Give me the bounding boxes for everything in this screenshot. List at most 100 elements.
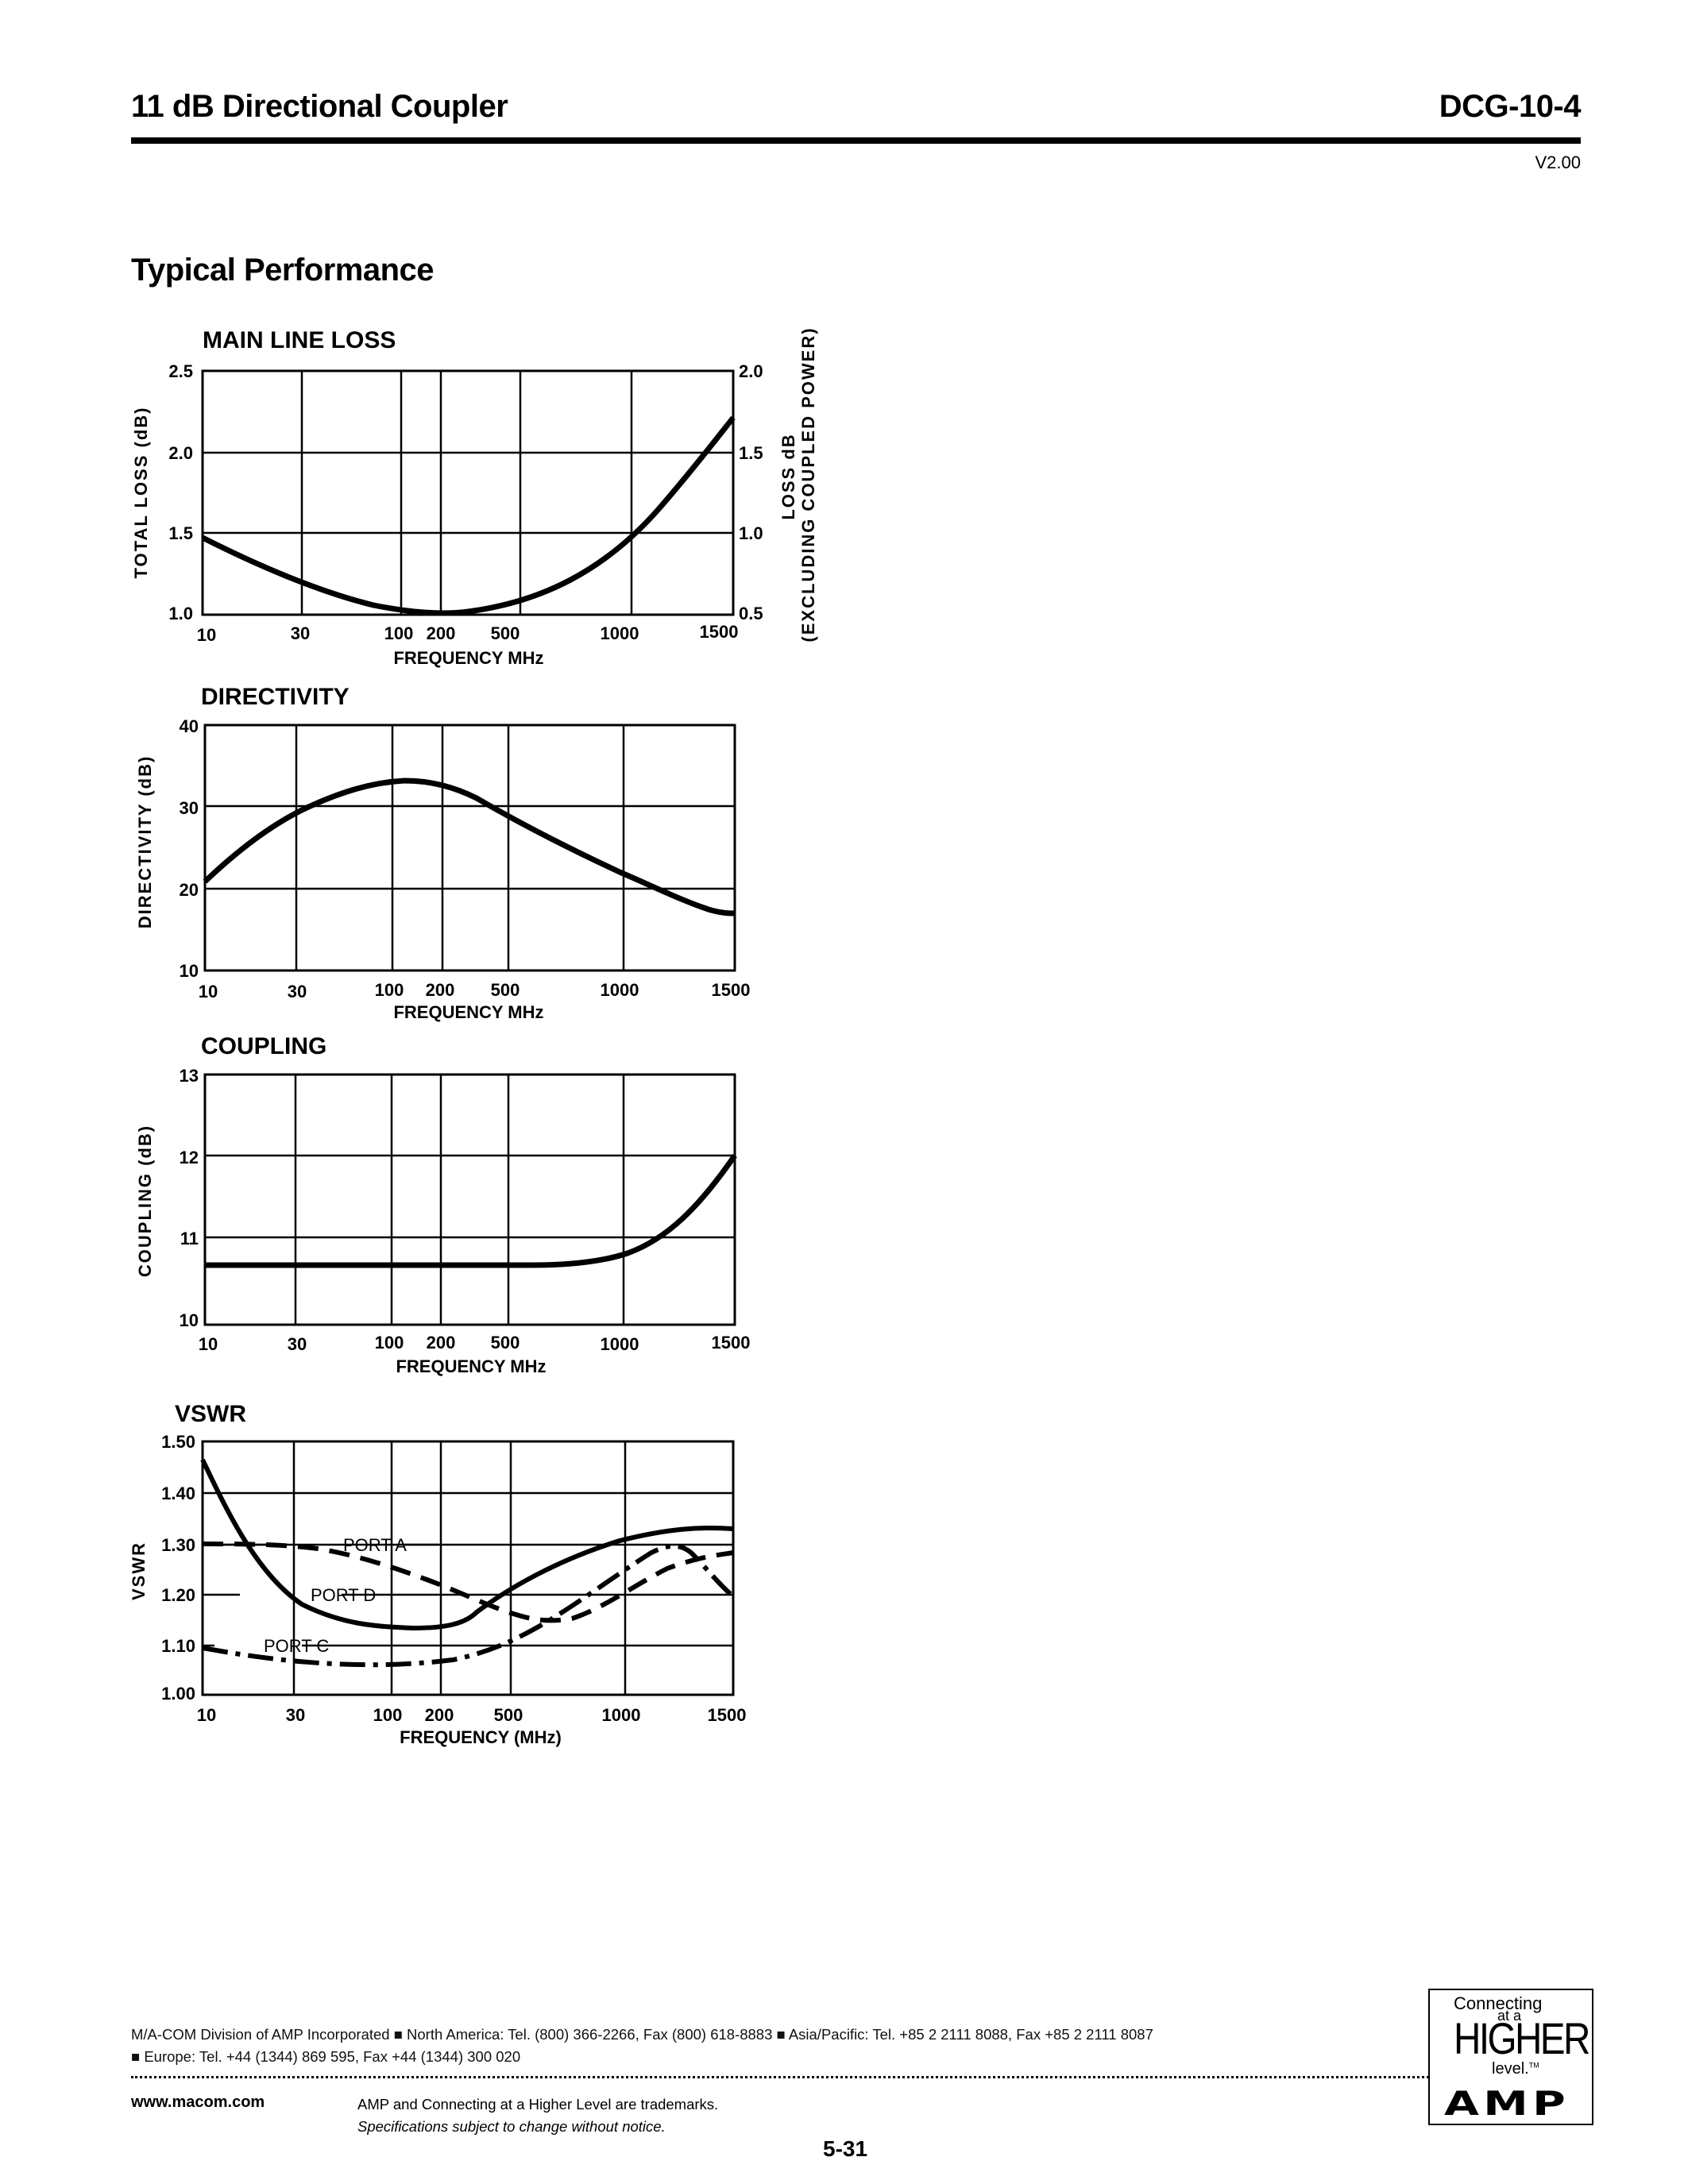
logo-higher: HIGHER [1454, 2013, 1590, 2063]
page-number: 5-31 [823, 2136, 868, 2161]
svg-text:100: 100 [375, 1333, 404, 1352]
footer-legal: AMP and Connecting at a Higher Level are… [357, 2093, 718, 2138]
total-loss-curve [201, 415, 736, 616]
svg-text:100: 100 [375, 980, 404, 1000]
x-ticks: 10 30 100 200 500 1000 1500 [197, 1705, 747, 1725]
svg-text:1500: 1500 [712, 980, 751, 1000]
plot-frame [203, 1073, 736, 1326]
svg-text:200: 200 [426, 980, 455, 1000]
svg-text:12: 12 [180, 1148, 199, 1167]
svg-text:1.0: 1.0 [168, 604, 193, 623]
directivity-chart: DIRECTIVITY 40 30 20 10 10 30 100 200 50… [135, 684, 751, 1022]
svg-text:2.0: 2.0 [739, 361, 763, 381]
svg-text:0.5: 0.5 [739, 604, 763, 623]
port-c-label: PORT C [264, 1636, 329, 1656]
svg-text:10: 10 [197, 625, 216, 645]
grid [205, 725, 735, 970]
version-label: V2.00 [1535, 152, 1582, 172]
svg-text:30: 30 [180, 798, 199, 818]
grid [205, 1075, 735, 1325]
contact-line-1: M/A-COM Division of AMP Incorporated ■ N… [131, 2026, 1153, 2043]
svg-text:1.30: 1.30 [161, 1535, 195, 1555]
y-ticks-left: 2.5 2.0 1.5 1.0 [168, 361, 193, 623]
svg-text:1.50: 1.50 [161, 1432, 195, 1452]
part-number: DCG-10-4 [1439, 89, 1582, 124]
contact-line-2: ■ Europe: Tel. +44 (1344) 869 595, Fax +… [131, 2048, 521, 2065]
chart-title: MAIN LINE LOSS [203, 327, 396, 353]
svg-text:10: 10 [199, 1334, 218, 1354]
trademark-notice: AMP and Connecting at a Higher Level are… [357, 2096, 719, 2113]
svg-text:10: 10 [180, 961, 199, 981]
y-ticks: 13 12 11 10 [180, 1066, 199, 1330]
svg-text:500: 500 [491, 623, 520, 643]
svg-text:1000: 1000 [601, 1334, 639, 1354]
logo-at-a: at a [1497, 2008, 1522, 2024]
svg-text:1500: 1500 [708, 1705, 747, 1725]
svg-text:1500: 1500 [700, 622, 739, 642]
coupling-curve [205, 1154, 737, 1268]
x-ticks: 10 30 100 200 500 1000 1500 [199, 1333, 751, 1354]
port-d-label: PORT D [311, 1585, 376, 1605]
document-title: 11 dB Directional Coupler [131, 89, 508, 124]
x-axis-label: FREQUENCY (MHz) [400, 1727, 562, 1747]
grid [203, 371, 733, 615]
svg-text:20: 20 [180, 880, 199, 900]
svg-text:1.10: 1.10 [161, 1636, 195, 1656]
svg-text:1.00: 1.00 [161, 1684, 195, 1704]
port-a-label: PORT A [343, 1535, 407, 1555]
header-rule [131, 137, 1581, 144]
svg-text:2.0: 2.0 [168, 443, 193, 463]
svg-text:13: 13 [180, 1066, 199, 1086]
svg-text:2.5: 2.5 [168, 361, 193, 381]
main-line-loss-chart: MAIN LINE LOSS 2.5 2.0 1.5 1.0 2.0 1.5 1… [131, 326, 818, 668]
svg-text:200: 200 [427, 1333, 456, 1352]
svg-text:30: 30 [291, 623, 310, 643]
svg-text:200: 200 [427, 623, 456, 643]
svg-text:30: 30 [286, 1705, 305, 1725]
vswr-chart: VSWR PORT A PORT D PORT C 1.50 1.40 1.30… [129, 1401, 747, 1747]
y-ticks-right: 2.0 1.5 1.0 0.5 [739, 361, 763, 623]
chart-title: VSWR [175, 1401, 246, 1427]
x-ticks: 10 30 100 200 500 1000 1500 [197, 622, 739, 645]
chart-title: DIRECTIVITY [201, 684, 350, 710]
directivity-curve [203, 778, 736, 916]
logo-amp: AMP [1444, 2084, 1570, 2123]
port-labels: PORT A PORT D PORT C [264, 1535, 407, 1656]
svg-text:1.5: 1.5 [168, 523, 193, 543]
svg-text:1.40: 1.40 [161, 1484, 195, 1503]
chart-title: COUPLING [201, 1033, 326, 1059]
logo-connecting: Connecting [1454, 1993, 1543, 2013]
svg-text:100: 100 [384, 623, 414, 643]
footer-contact: M/A-COM Division of AMP Incorporated ■ N… [131, 2024, 1153, 2068]
x-axis-label: FREQUENCY MHz [393, 1002, 543, 1022]
disclaimer: Specifications subject to change without… [357, 2118, 666, 2135]
footer-dotted-divider [131, 2076, 1581, 2078]
svg-text:1.0: 1.0 [739, 523, 763, 543]
port-a-curve [202, 1542, 734, 1623]
amp-logo: Connecting at a HIGHER level.TM AMP [1428, 1989, 1593, 2125]
plot-frame [201, 1440, 735, 1696]
y-axis-label: COUPLING (dB) [135, 1125, 155, 1277]
website-link[interactable]: www.macom.com [131, 2093, 265, 2111]
svg-text:10: 10 [180, 1310, 199, 1330]
y-axis-label: VSWR [129, 1542, 149, 1600]
x-ticks: 10 30 100 200 500 1000 1500 [199, 980, 751, 1001]
plot-frame [203, 723, 736, 972]
x-axis-label: FREQUENCY MHz [393, 648, 543, 668]
y-axis-label-right-2: (EXCLUDING COUPLED POWER) [798, 326, 818, 642]
plot-frame [201, 369, 735, 616]
svg-text:1.20: 1.20 [161, 1585, 195, 1605]
svg-text:30: 30 [288, 982, 307, 1001]
y-axis-label: TOTAL LOSS (dB) [131, 407, 151, 579]
coupling-chart: COUPLING 13 12 11 10 10 30 100 200 500 1… [135, 1033, 751, 1376]
svg-text:11: 11 [180, 1229, 199, 1248]
grid [203, 1441, 733, 1695]
port-d-curve [200, 1458, 734, 1631]
port-c-curve [202, 1543, 735, 1668]
y-axis-label-right-1: LOSS dB [778, 433, 798, 519]
y-ticks: 40 30 20 10 [180, 716, 199, 981]
svg-text:200: 200 [425, 1705, 454, 1725]
svg-text:30: 30 [288, 1334, 307, 1354]
svg-text:500: 500 [494, 1705, 523, 1725]
svg-text:500: 500 [491, 1333, 520, 1352]
